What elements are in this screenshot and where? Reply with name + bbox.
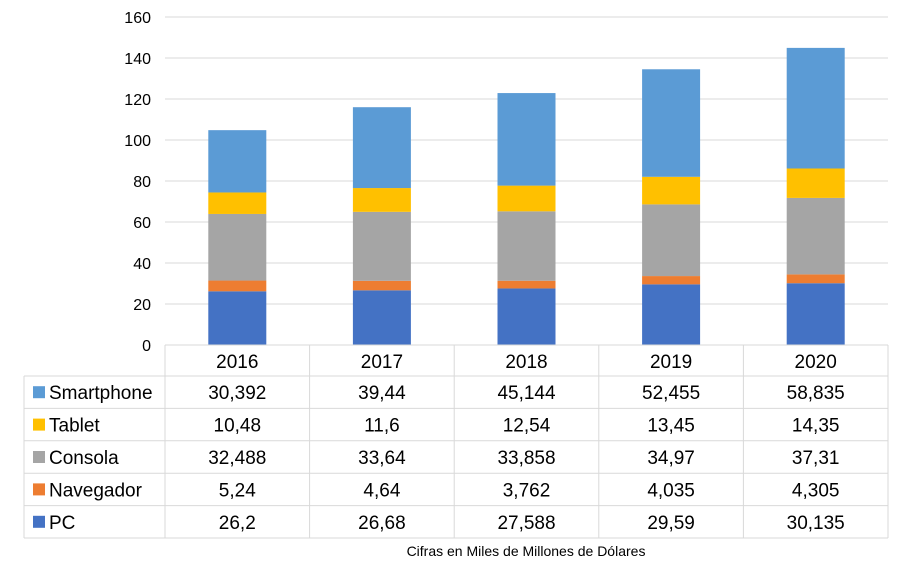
data-label: 4,035 — [647, 480, 695, 501]
legend-key-tablet — [33, 418, 45, 431]
bar-navegador-2020 — [786, 274, 845, 284]
bar-consola-2016 — [208, 213, 267, 281]
bar-consola-2018 — [497, 211, 556, 281]
y-tick-label: 120 — [124, 92, 151, 109]
data-label: 58,835 — [787, 383, 845, 404]
bar-smartphone-2017 — [352, 107, 411, 189]
y-tick-label: 160 — [124, 10, 151, 27]
data-label: 26,68 — [358, 513, 406, 534]
legend-key-navegador — [33, 483, 45, 496]
bar-tablet-2017 — [352, 188, 411, 212]
x-axis-label: Cifras en Miles de Millones de Dólares — [407, 543, 646, 559]
category-label: 2019 — [650, 352, 692, 373]
data-label: 30,392 — [208, 383, 266, 404]
bar-pc-2016 — [208, 291, 267, 345]
data-label: 32,488 — [208, 448, 266, 469]
data-label: 11,6 — [364, 416, 400, 437]
data-label: 33,64 — [358, 448, 406, 469]
bar-smartphone-2020 — [786, 47, 845, 169]
bar-tablet-2018 — [497, 185, 556, 212]
bar-pc-2018 — [497, 288, 556, 345]
bar-consola-2020 — [786, 197, 845, 275]
y-tick-label: 140 — [124, 51, 151, 68]
bar-pc-2019 — [642, 284, 701, 345]
data-label: 3,762 — [503, 480, 551, 501]
legend-key-pc — [33, 515, 45, 528]
category-label: 2016 — [216, 352, 258, 373]
bar-navegador-2018 — [497, 280, 556, 289]
legend-key-consola — [33, 451, 45, 463]
data-label: 29,59 — [647, 513, 695, 534]
category-label: 2020 — [795, 352, 837, 373]
data-label: 33,858 — [497, 448, 555, 469]
bar-navegador-2019 — [642, 276, 701, 285]
bar-tablet-2019 — [642, 176, 701, 205]
data-label: 45,144 — [497, 383, 556, 404]
bar-smartphone-2019 — [642, 69, 701, 177]
data-label: 13,45 — [647, 416, 695, 437]
bar-pc-2017 — [352, 290, 411, 345]
data-label: 52,455 — [642, 383, 700, 404]
legend-label: PC — [49, 513, 75, 534]
y-tick-label: 100 — [124, 133, 151, 150]
bar-tablet-2020 — [786, 168, 845, 198]
data-label: 14,35 — [792, 416, 840, 437]
data-label: 30,135 — [787, 513, 845, 534]
data-label: 26,2 — [219, 513, 256, 534]
y-tick-label: 60 — [133, 215, 151, 232]
data-label: 37,31 — [792, 448, 840, 469]
y-tick-label: 80 — [133, 174, 151, 191]
legend-label: Smartphone — [49, 383, 153, 404]
y-tick-label: 20 — [133, 297, 151, 314]
legend-key-smartphone — [33, 386, 45, 399]
y-tick-label: 0 — [142, 338, 151, 355]
data-label: 4,64 — [363, 480, 400, 501]
y-tick-label: 40 — [133, 256, 151, 273]
data-label: 27,588 — [497, 513, 555, 534]
legend-label: Consola — [49, 448, 119, 469]
bar-navegador-2017 — [352, 280, 411, 291]
data-label: 39,44 — [358, 383, 406, 404]
data-label: 12,54 — [503, 416, 551, 437]
data-label: 4,305 — [792, 480, 840, 501]
bar-navegador-2016 — [208, 280, 267, 292]
bar-consola-2019 — [642, 204, 701, 277]
category-label: 2017 — [361, 352, 403, 373]
data-label: 5,24 — [219, 480, 256, 501]
data-label: 10,48 — [214, 416, 262, 437]
category-label: 2018 — [505, 352, 547, 373]
legend-label: Navegador — [49, 480, 143, 501]
bar-smartphone-2016 — [208, 130, 267, 193]
bar-pc-2020 — [786, 283, 845, 345]
bar-smartphone-2018 — [497, 93, 556, 186]
data-label: 34,97 — [647, 448, 695, 469]
legend-label: Tablet — [49, 416, 100, 437]
bar-tablet-2016 — [208, 192, 267, 214]
bar-consola-2017 — [352, 211, 411, 281]
